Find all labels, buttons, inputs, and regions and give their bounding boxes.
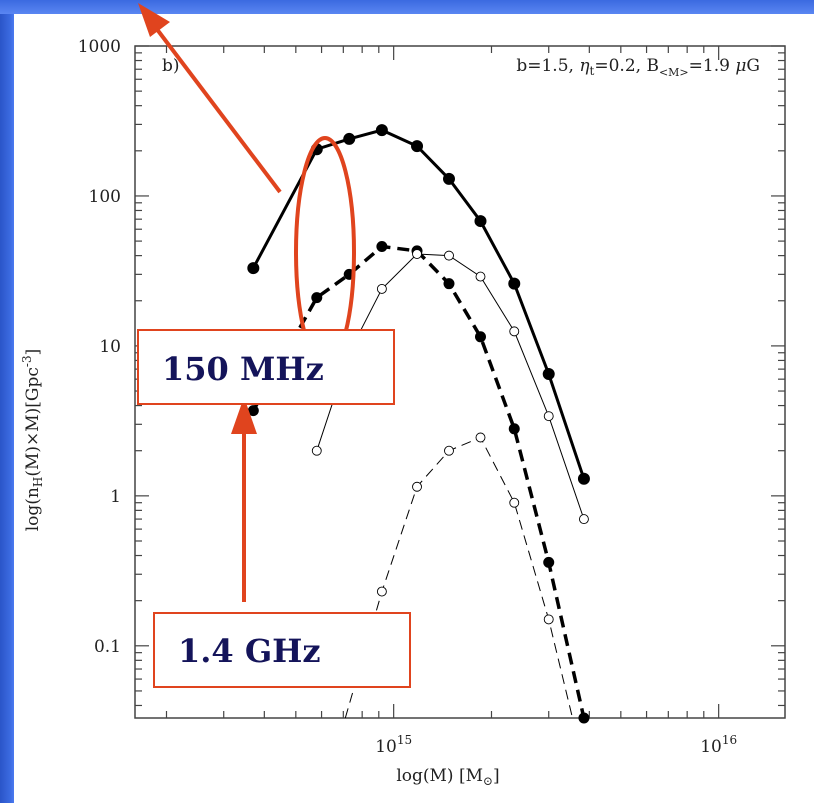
y-tick-label: 1 (110, 487, 121, 507)
ticks-layer: 1015 1016 1000 100 10 1 0.1 (78, 37, 785, 757)
param-b-val: =1.9 (689, 56, 736, 76)
annotation-box-14ghz (153, 612, 411, 688)
series-4-point (543, 614, 554, 625)
series-4-point (412, 481, 422, 492)
plot-frame (134, 45, 786, 719)
series-2-point (543, 556, 555, 568)
annotation-box-150mhz (137, 329, 395, 405)
series-4-point (475, 432, 486, 443)
series-3-point (475, 271, 486, 282)
xlabel-sun-sub: ⊙ (483, 774, 493, 788)
param-unit: μ (735, 56, 746, 76)
arrow-head-upper (138, 3, 170, 37)
x-tick-label: 1016 (700, 733, 737, 757)
series-2-point (578, 712, 590, 724)
y-tick-label: 0.1 (94, 637, 121, 657)
series-3-point (311, 445, 322, 456)
ylabel-exp: -3 (20, 355, 34, 367)
series-2-point (376, 241, 388, 253)
series-1-point (577, 472, 590, 485)
series-1-point (442, 172, 455, 185)
series-2-point (474, 331, 486, 343)
series-3-point (376, 283, 387, 294)
series-2-point (443, 278, 455, 290)
param-b-sub: <M> (659, 66, 689, 79)
series-4-point (509, 497, 520, 508)
series-line-2 (251, 244, 586, 719)
text-layer: b) b=1.5, ηt=0.2, B<M>=1.9 μG log(M) [M⊙… (20, 56, 760, 788)
series-4-point (376, 586, 387, 597)
annotation-150mhz: 150 MHz (162, 350, 324, 388)
param-b: b=1.5, (516, 56, 579, 76)
series-3-point (543, 411, 554, 422)
annotation-shapes-layer (138, 3, 356, 602)
param-eta-val: =0.2, B (594, 56, 659, 76)
parameters-label: b=1.5, ηt=0.2, B<M>=1.9 μG (516, 56, 760, 79)
series-2-point (508, 423, 520, 435)
arrow-head-lower (231, 397, 257, 434)
x-axis-label: log(M) [M⊙] (396, 766, 499, 788)
series-3-point (412, 249, 422, 259)
series-1-point (508, 277, 521, 290)
annotation-14ghz: 1.4 GHz (178, 632, 321, 670)
y-tick-label: 1000 (78, 37, 121, 57)
y-tick-label: 10 (99, 337, 121, 357)
axes-layer (134, 45, 786, 719)
y-tick-label: 100 (89, 187, 121, 207)
series-4-point (444, 445, 454, 456)
series-line-4 (344, 436, 573, 719)
series-layer (247, 124, 590, 724)
series-2-point (311, 292, 323, 304)
series-1-point (542, 367, 555, 380)
series-3-point (509, 326, 520, 337)
param-eta: η (579, 56, 590, 76)
ylabel-h-sub: H (31, 477, 45, 487)
slide-top-strip (0, 0, 814, 14)
series-3-point (578, 514, 589, 525)
series-3-point (444, 250, 454, 261)
panel-label: b) (162, 56, 180, 76)
series-1-point (343, 132, 356, 145)
arrow-line-upper (151, 22, 282, 194)
series-1-point (411, 140, 424, 153)
param-eta-sub: t (590, 64, 595, 78)
series-1-point (474, 215, 487, 228)
x-tick-label: 1015 (375, 733, 412, 757)
y-axis-label: log(nH(M)×M)[Gpc-3] (20, 349, 45, 532)
series-1-point (247, 262, 260, 275)
series-1-point (375, 124, 388, 137)
